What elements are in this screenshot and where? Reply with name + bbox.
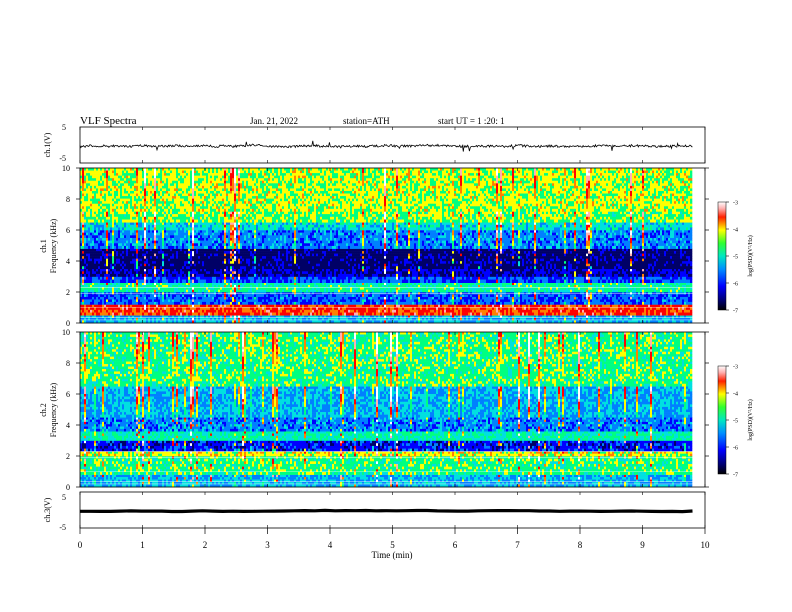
xtick-label: 7 [515, 540, 520, 550]
ytick-label: 6 [66, 226, 70, 235]
ch1-spectrogram-ylabel-channel: ch.1 [39, 239, 48, 253]
ytick-label: 4 [66, 257, 70, 266]
colorbar-tick-label: -7 [733, 473, 738, 479]
ytick-label: 8 [66, 359, 70, 368]
xtick-label: 1 [140, 540, 145, 550]
ch1-colorbar-label: log(PSD)(V²/Hz) [747, 235, 754, 276]
station-label: station=ATH [343, 116, 390, 126]
time-axis-ticks: 0 1 2 3 4 5 6 7 8 9 10 [78, 127, 710, 550]
ch1-spectrogram-ylabel-frequency: Frequency (kHz) [49, 218, 58, 273]
xtick-label: 5 [390, 540, 395, 550]
colorbar-tick-label: -5 [733, 419, 738, 425]
ch3-waveform-ylabel: ch.3(V) [43, 497, 52, 522]
colorbar-tick-label: -4 [733, 392, 738, 398]
xtick-label: 0 [78, 540, 83, 550]
date-label: Jan. 21, 2022 [250, 116, 298, 126]
ytick-label: 8 [66, 195, 70, 204]
ch1-spectrogram-image [80, 168, 705, 324]
ch1-spectrogram-panel: 0 2 4 6 8 10 ch.1 Frequency (kHz) [39, 164, 709, 328]
ch1-ytick-top: 5 [62, 123, 66, 132]
start-time-label: start UT = 1 :20: 1 [438, 116, 505, 126]
colorbar-tick-label: -3 [733, 365, 738, 371]
ch3-ytick-top: 5 [62, 493, 66, 502]
ch2-spectrogram-yticks: 0 2 4 6 8 10 [62, 328, 709, 492]
ytick-label: 2 [66, 288, 70, 297]
xtick-label: 8 [578, 540, 583, 550]
ytick-label: 10 [62, 328, 70, 337]
ytick-label: 4 [66, 421, 70, 430]
ch2-colorbar-gradient [717, 365, 727, 475]
ch1-colorbar-ticks: -3 -4 -5 -6 -7 [726, 201, 738, 315]
colorbar-tick-label: -4 [733, 228, 738, 234]
ch2-spectrogram-image [80, 332, 705, 488]
ch3-waveform-trace [80, 508, 693, 514]
ch2-spectrogram-ylabel-channel: ch.2 [39, 403, 48, 417]
ch1-spectrogram-yticks: 0 2 4 6 8 10 [62, 164, 709, 328]
ch2-spectrogram-panel: 0 2 4 6 8 10 ch.2 Frequency (kHz) [39, 328, 709, 492]
xtick-label: 6 [453, 540, 458, 550]
ch1-waveform-trace [79, 140, 693, 152]
xtick-label: 3 [265, 540, 270, 550]
ch2-colorbar-ticks: -3 -4 -5 -6 -7 [726, 365, 738, 479]
time-axis-label: Time (min) [372, 550, 413, 560]
ch2-colorbar-label: log(PSD)(V²/Hz) [747, 399, 754, 440]
xtick-label: 4 [328, 540, 333, 550]
colorbar-tick-label: -3 [733, 201, 738, 207]
colorbar-tick-label: -6 [733, 282, 738, 288]
colorbar-tick-label: -6 [733, 446, 738, 452]
ytick-label: 0 [66, 483, 70, 492]
ytick-label: 2 [66, 452, 70, 461]
ch1-ytick-bottom: -5 [59, 154, 66, 163]
colorbar-tick-label: -5 [733, 255, 738, 261]
ytick-label: 10 [62, 164, 70, 173]
ch1-waveform-ylabel: ch.1(V) [43, 132, 52, 157]
ytick-label: 0 [66, 319, 70, 328]
ch1-waveform-frame [79, 126, 706, 164]
xtick-label: 10 [701, 540, 711, 550]
ch3-ytick-bottom: -5 [59, 523, 66, 532]
ch2-spectrogram-ylabel-frequency: Frequency (kHz) [49, 382, 58, 437]
xtick-label: 9 [640, 540, 645, 550]
figure-title: VLF Spectra [80, 115, 137, 127]
xtick-label: 2 [203, 540, 208, 550]
ch1-colorbar: -3 -4 -5 -6 -7 log(PSD)(V²/Hz) [717, 201, 754, 315]
ytick-label: 6 [66, 390, 70, 399]
ch1-colorbar-gradient [717, 201, 727, 311]
colorbar-tick-label: -7 [733, 309, 738, 315]
ch2-colorbar: -3 -4 -5 -6 -7 log(PSD)(V²/Hz) [717, 365, 754, 479]
